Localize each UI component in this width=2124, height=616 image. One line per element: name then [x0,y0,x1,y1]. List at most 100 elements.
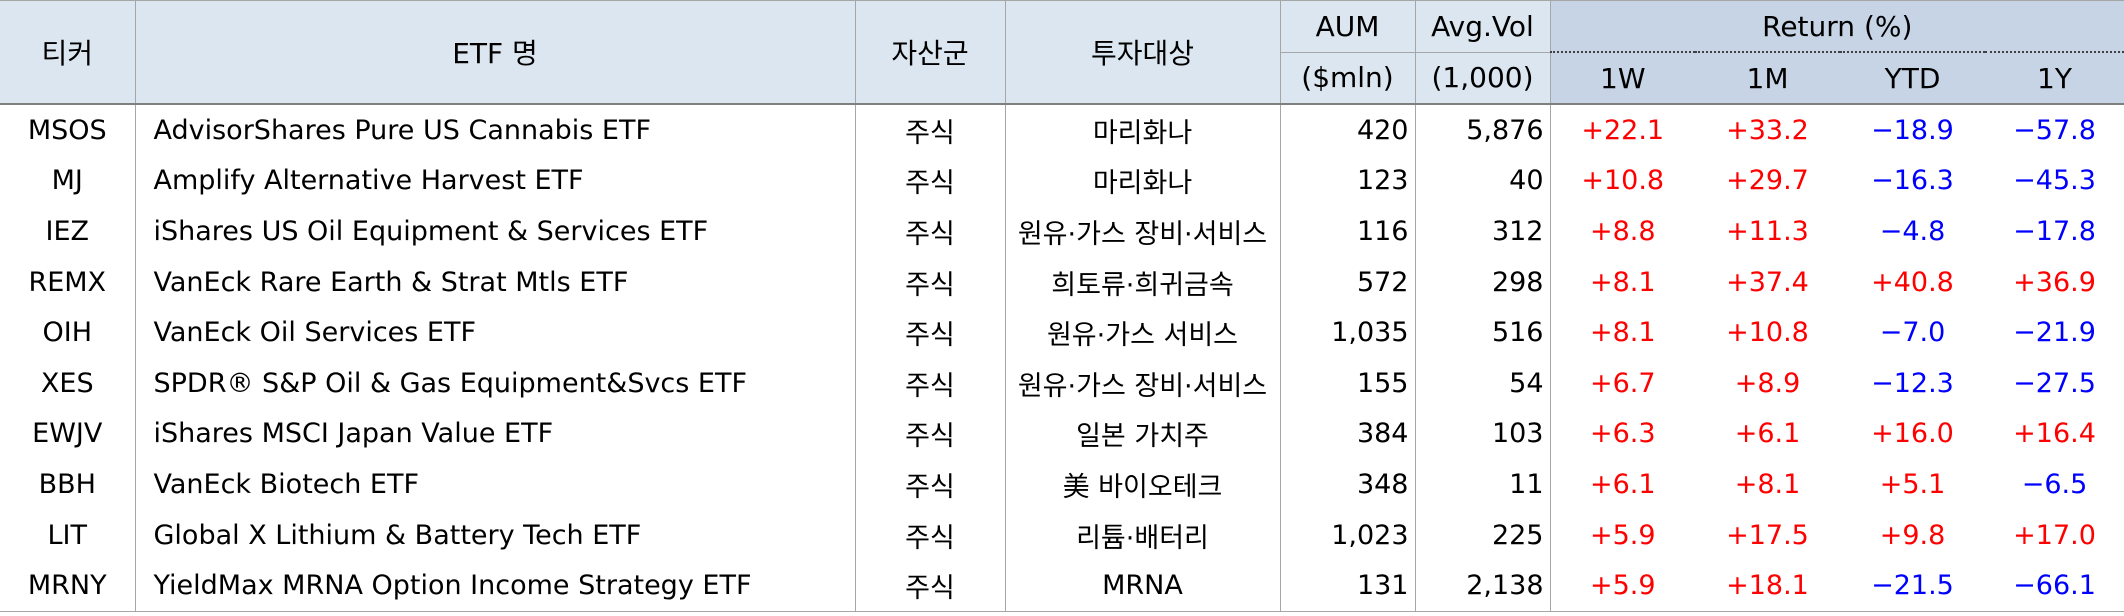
ticker-cell: MJ [51,165,83,197]
col-header-asset-class: 자산군 [855,0,1006,105]
table-row: REMX VanEck Rare Earth & Strat Mtls ETF … [0,256,2124,308]
ticker-cell: IEZ [45,215,90,247]
return-ytd-cell: −7.0 [1879,317,1946,349]
etf-name-cell: VanEck Oil Services ETF [134,307,855,358]
return-1m-cell: +18.1 [1695,560,1840,612]
ticker-cell: BBH [38,468,96,500]
col-header-return-1m: 1M [1695,52,1840,105]
aum-cell: 116 [1279,206,1415,257]
return-1w-cell: +5.9 [1549,509,1695,561]
aum-cell: 348 [1279,459,1415,510]
col-header-return-group: Return (%) [1550,0,2124,53]
header-row-bottom: ($mln) (1,000) 1W 1M YTD 1Y [0,51,2124,105]
asset-class-cell: 주식 [854,357,1005,409]
return-1y-cell: −66.1 [1985,560,2124,612]
return-1w-cell: +6.1 [1549,459,1695,510]
asset-class-cell: 주식 [854,459,1005,510]
col-header-etf-name: ETF 명 [135,0,856,105]
return-1w-cell: +8.8 [1549,206,1695,257]
aum-cell: 155 [1279,357,1415,409]
avg-vol-cell: 225 [1414,509,1550,561]
etf-name-cell: YieldMax MRNA Option Income Strategy ETF [134,560,855,612]
return-1m-cell: +8.1 [1734,468,1801,500]
return-1w-cell: +8.1 [1549,256,1695,308]
aum-cell: 420 [1279,104,1415,156]
asset-class-cell: 주식 [854,560,1005,612]
col-header-target: 투자대상 [1005,0,1281,105]
return-ytd-cell: +16.0 [1871,418,1954,450]
aum-cell: 1,023 [1279,509,1415,561]
etf-name-cell: AdvisorShares Pure US Cannabis ETF [134,104,855,156]
return-1y-cell: −6.5 [2021,468,2088,500]
ticker-cell: XES [40,367,94,399]
asset-class-cell: 주식 [854,256,1005,308]
ticker-cell: EWJV [32,418,103,450]
col-header-aum-unit: ($mln) [1280,51,1416,105]
avg-vol-cell: 54 [1414,357,1550,409]
return-1m-cell: +10.8 [1726,317,1809,349]
aum-cell: 572 [1279,256,1415,308]
return-1y-cell: −45.3 [2013,165,2096,197]
avg-vol-cell: 312 [1414,206,1550,257]
return-ytd-cell: −18.9 [1871,114,1954,146]
return-1y-cell: −17.8 [2013,215,2096,247]
target-cell: 마리화나 [1004,104,1280,156]
col-header-aum: AUM [1280,0,1416,52]
avg-vol-cell: 40 [1414,155,1550,207]
table-row: BBH VanEck Biotech ETF 주식 美 바이오테크 348 11… [0,459,2124,510]
aum-cell: 131 [1279,560,1415,612]
return-1m-cell: +6.1 [1734,418,1801,450]
return-1w-cell: +6.3 [1549,408,1695,460]
avg-vol-cell: 103 [1414,408,1550,460]
etf-name-cell: SPDR® S&P Oil & Gas Equipment&Svcs ETF [134,357,855,409]
return-ytd-cell: −12.3 [1871,367,1954,399]
etf-name-cell: Global X Lithium & Battery Tech ETF [134,509,855,561]
return-ytd-cell: −16.3 [1871,165,1954,197]
return-1m-cell: +8.9 [1734,367,1801,399]
ticker-cell: LIT [47,519,88,551]
ticker-cell: MSOS [27,114,107,146]
table-row: IEZ iShares US Oil Equipment & Services … [0,206,2124,257]
return-1m-cell: +33.2 [1726,114,1809,146]
return-1w-cell: +22.1 [1549,104,1695,156]
return-1y-cell: +17.0 [2013,519,2096,551]
aum-cell: 384 [1279,408,1415,460]
asset-class-cell: 주식 [854,509,1005,561]
return-ytd-cell: +9.8 [1879,519,1946,551]
return-1y-cell: +36.9 [2013,266,2096,298]
return-1w-cell: +8.1 [1549,307,1695,358]
return-ytd-cell: +40.8 [1871,266,1954,298]
target-cell: 희토류·희귀금속 [1004,256,1280,308]
return-1w-cell: +6.7 [1549,357,1695,409]
etf-name-cell: iShares US Oil Equipment & Services ETF [134,206,855,257]
table-row: LIT Global X Lithium & Battery Tech ETF … [0,509,2124,561]
return-1m-cell: +29.7 [1726,165,1809,197]
avg-vol-cell: 5,876 [1414,104,1550,156]
target-cell: 마리화나 [1004,155,1280,207]
return-1m-cell: +17.5 [1726,519,1809,551]
return-ytd-cell: −4.8 [1879,215,1946,247]
asset-class-cell: 주식 [854,104,1005,156]
col-header-avg-vol-unit: (1,000) [1415,51,1551,105]
asset-class-cell: 주식 [854,408,1005,460]
target-cell: 원유·가스 장비·서비스 [1004,206,1280,257]
table-row: MJ Amplify Alternative Harvest ETF 주식 마리… [0,155,2124,207]
target-cell: 일본 가치주 [1004,408,1280,460]
target-cell: 리튬·배터리 [1004,509,1280,561]
avg-vol-cell: 298 [1414,256,1550,308]
col-header-return-ytd: YTD [1840,52,1985,105]
return-1m-cell: +11.3 [1726,215,1809,247]
table-row: MSOS AdvisorShares Pure US Cannabis ETF … [0,104,2124,156]
return-1y-cell: +16.4 [2013,418,2096,450]
col-header-ticker: 티커 [0,0,136,105]
ticker-cell: MRNY [0,560,135,612]
return-1w-cell: +5.9 [1549,560,1695,612]
ticker-cell: OIH [42,317,93,349]
asset-class-cell: 주식 [854,206,1005,257]
return-1y-cell: −57.8 [2013,114,2096,146]
avg-vol-cell: 11 [1414,459,1550,510]
return-1m-cell: +37.4 [1726,266,1809,298]
target-cell: MRNA [1004,560,1280,612]
return-ytd-cell: −21.5 [1840,560,1985,612]
